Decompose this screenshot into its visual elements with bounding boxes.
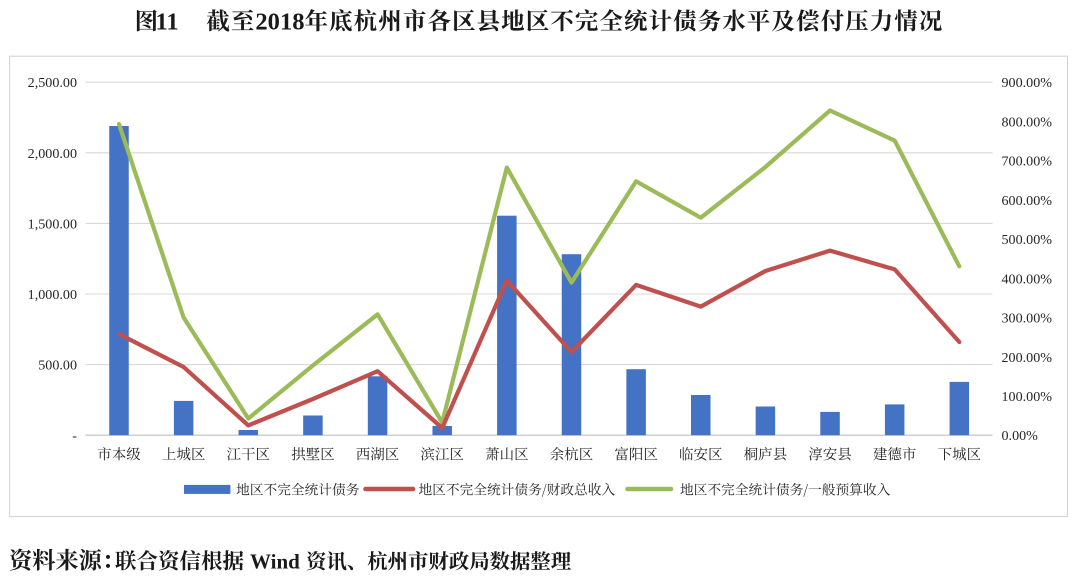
svg-text:0.00%: 0.00% <box>1002 428 1039 444</box>
svg-text:400.00%: 400.00% <box>1002 271 1053 287</box>
svg-text:600.00%: 600.00% <box>1002 193 1053 209</box>
svg-text:Wind: Wind <box>250 550 300 574</box>
svg-text:900.00%: 900.00% <box>1002 75 1053 91</box>
svg-text:700.00%: 700.00% <box>1002 154 1053 170</box>
svg-text:200.00%: 200.00% <box>1002 350 1053 366</box>
svg-text:2,000.00: 2,000.00 <box>28 146 77 162</box>
svg-text:2,500.00: 2,500.00 <box>28 75 77 91</box>
svg-text:1,000.00: 1,000.00 <box>28 287 77 303</box>
svg-text:300.00%: 300.00% <box>1002 311 1053 327</box>
svg-text:500.00%: 500.00% <box>1002 232 1053 248</box>
svg-text:-: - <box>72 428 77 444</box>
svg-text:2018: 2018 <box>255 8 304 35</box>
svg-text:500.00: 500.00 <box>38 358 77 374</box>
svg-text:800.00%: 800.00% <box>1002 114 1053 130</box>
svg-text:1,500.00: 1,500.00 <box>28 216 77 232</box>
svg-text:100.00%: 100.00% <box>1002 389 1053 405</box>
svg-text:11: 11 <box>156 8 179 35</box>
